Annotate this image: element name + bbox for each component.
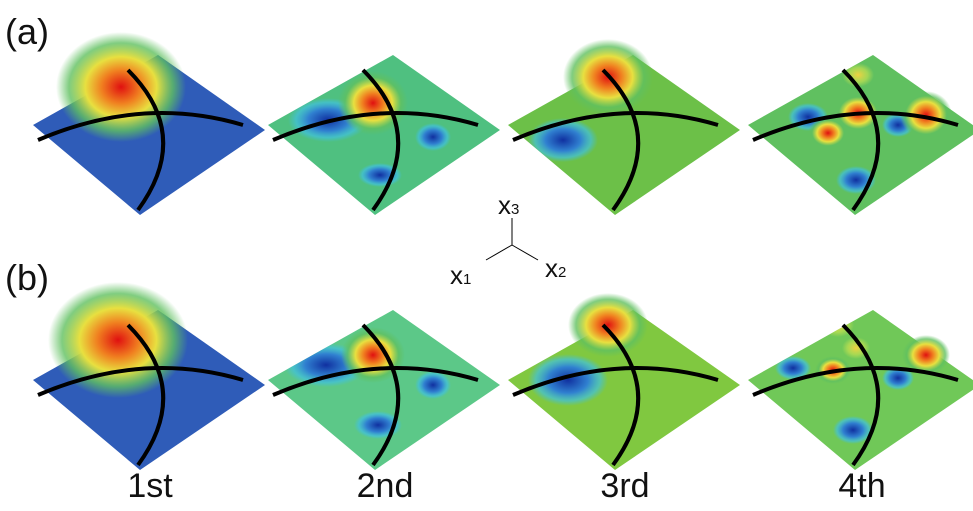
surface	[33, 32, 265, 215]
surface	[508, 293, 740, 470]
surface	[748, 55, 973, 215]
surface	[508, 39, 740, 215]
mode-label: 3rd	[600, 467, 649, 505]
figure: (a) (b)	[0, 0, 973, 511]
axis-label: x1	[450, 260, 471, 290]
surface	[268, 310, 500, 470]
axis-glyph	[486, 218, 538, 260]
surface	[33, 282, 265, 470]
panel-label: (a)	[5, 11, 49, 52]
mode-label: 2nd	[357, 467, 414, 505]
mode-label: 4th	[838, 467, 885, 505]
axis-label: x2	[545, 253, 566, 283]
surface-plots	[33, 32, 973, 470]
mode-label: 1st	[127, 467, 173, 505]
panel-label: (b)	[5, 257, 49, 298]
surface	[748, 310, 973, 470]
surface	[268, 55, 500, 215]
axis-label: x3	[498, 190, 519, 220]
